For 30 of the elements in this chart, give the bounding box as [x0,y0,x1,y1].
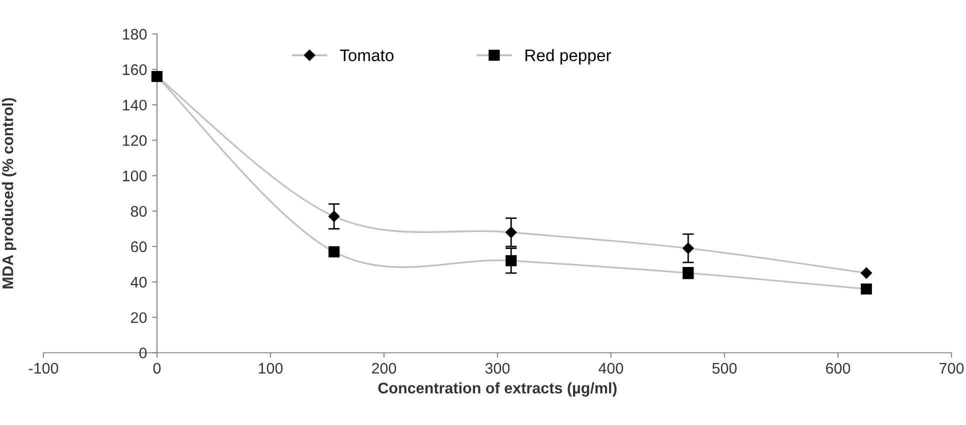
x-tick-label: 600 [826,362,850,374]
x-tick-label: 400 [598,362,624,374]
legend-label: Red pepper [526,49,612,65]
point [151,70,163,82]
y-tick-label: 100 [122,170,147,182]
y-tick-label: 160 [122,64,147,76]
y-tick-label: 80 [130,206,147,217]
x-tick-label: 500 [712,362,737,374]
point [860,283,872,295]
x-tick-label: 100 [258,362,283,374]
y-tick-label: 180 [122,28,147,40]
x-tick-label: -100 [28,362,58,374]
x-tick-label: 300 [485,362,510,374]
point [328,210,340,222]
point [506,226,517,238]
point [506,255,517,266]
legend-label: Tomato [340,50,394,62]
y-tick-label: 120 [122,135,147,146]
x-tick-label: 700 [940,362,964,374]
point [860,267,872,279]
y-tick-label: 140 [122,100,147,111]
x-tick-label: 0 [153,362,161,374]
y-axis-title: MDA produced (% control) [2,98,16,288]
point [682,242,694,254]
y-tick-label: 60 [131,241,147,252]
y-tick-label: 20 [131,312,147,324]
x-axis-title: Concentration of extracts (µg/ml) [378,382,617,397]
y-tick-label: 40 [130,276,147,288]
x-tick-label: 200 [372,362,396,374]
point [328,246,340,258]
